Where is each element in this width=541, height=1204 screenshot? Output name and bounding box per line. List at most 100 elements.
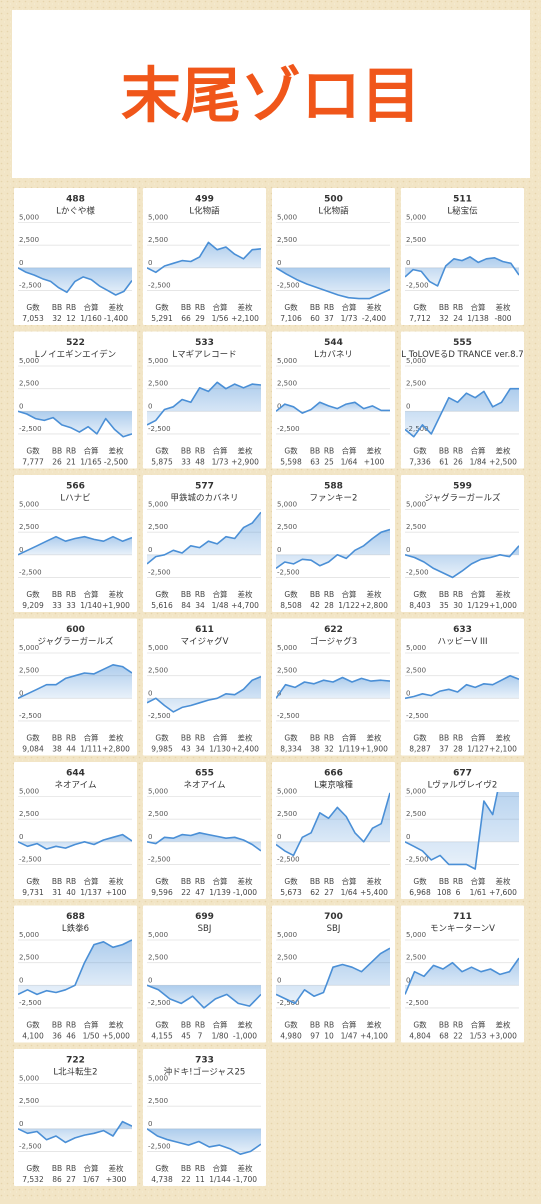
stat-value: 4,738	[151, 1175, 173, 1184]
machine-number: 722	[66, 1056, 85, 1066]
stat-value: 34	[195, 601, 205, 610]
y-tick-label: 2,500	[406, 810, 426, 818]
stat-label: RB	[453, 734, 463, 743]
stat-label: BB	[439, 1021, 449, 1030]
stat-value: 22	[453, 1032, 463, 1041]
stat-value: +4,700	[231, 601, 259, 610]
machine-card: 544 Lカバネリ 5,000 2,500 0 -2,500 G数 BB RB 合算 差枚 5,598…	[272, 331, 395, 469]
machine-number: 588	[324, 482, 343, 492]
stat-value: 9,596	[151, 888, 173, 897]
stat-label: RB	[324, 447, 334, 456]
line	[18, 535, 132, 556]
machine-name: SBJ	[327, 924, 341, 934]
stat-value: 7	[198, 1032, 203, 1041]
machine-number: 522	[66, 338, 85, 348]
stat-label: 差枚	[238, 1163, 253, 1173]
stat-value: 1/73	[212, 458, 229, 467]
stat-value: 42	[310, 601, 320, 610]
stat-label: RB	[66, 447, 76, 456]
stat-label: RB	[324, 590, 334, 599]
stat-label: 合算	[471, 589, 486, 599]
stat-label: 合算	[471, 302, 486, 312]
stat-label: 差枚	[238, 302, 253, 312]
stat-label: 差枚	[238, 876, 253, 886]
stat-label: 合算	[213, 733, 228, 743]
stat-label: BB	[439, 877, 449, 886]
stat-label: RB	[453, 877, 463, 886]
stat-label: 合算	[342, 302, 357, 312]
stat-label: BB	[181, 1164, 191, 1173]
y-tick-label: 5,000	[148, 214, 168, 222]
stat-value: 5,875	[151, 458, 173, 467]
machine-number: 711	[453, 912, 472, 922]
y-tick-label: 0	[406, 833, 410, 841]
y-tick-label: -2,500	[277, 568, 300, 576]
stat-label: RB	[195, 303, 205, 312]
y-tick-label: 0	[406, 689, 410, 697]
stat-value: 46	[66, 1032, 76, 1041]
area	[18, 834, 132, 849]
stat-label: G数	[26, 733, 40, 743]
y-tick-label: 2,500	[277, 667, 297, 675]
stat-label: G数	[26, 876, 40, 886]
machine-number: 566	[66, 482, 85, 492]
stat-label: RB	[66, 590, 76, 599]
machine-name: ゴージャグ3	[310, 636, 357, 647]
stat-value: 1/67	[83, 1175, 100, 1184]
stat-value: 45	[181, 1032, 191, 1041]
stat-label: BB	[310, 447, 320, 456]
y-tick-label: 5,000	[406, 931, 426, 939]
y-tick-label: 2,500	[277, 236, 297, 244]
stat-label: BB	[439, 734, 449, 743]
y-tick-label: 0	[277, 976, 281, 984]
stat-value: 5,616	[151, 601, 173, 610]
stat-value: 63	[310, 458, 320, 467]
stat-value: 1/48	[212, 601, 229, 610]
y-tick-label: -2,500	[277, 281, 300, 289]
stat-label: 差枚	[496, 733, 511, 743]
stat-value: 6,968	[409, 888, 431, 897]
stat-label: 差枚	[238, 446, 253, 456]
y-tick-label: -2,500	[406, 999, 429, 1007]
stat-label: BB	[181, 590, 191, 599]
stat-value: 5,291	[151, 314, 173, 323]
line	[405, 256, 519, 287]
stat-label: 合算	[213, 589, 228, 599]
stat-label: G数	[155, 876, 169, 886]
line	[147, 832, 261, 852]
stat-label: G数	[155, 1163, 169, 1173]
stat-label: 合算	[471, 733, 486, 743]
y-tick-label: 5,000	[277, 501, 297, 509]
stat-label: BB	[439, 447, 449, 456]
y-tick-label: 5,000	[277, 644, 297, 652]
area	[405, 388, 519, 437]
y-tick-label: 2,500	[148, 523, 168, 531]
stat-label: 差枚	[238, 733, 253, 743]
line	[405, 957, 519, 995]
stat-value: 27	[324, 888, 334, 897]
line	[405, 792, 499, 870]
y-tick-label: 2,500	[19, 236, 39, 244]
machine-number: 666	[324, 769, 343, 779]
stat-value: 1/80	[212, 1032, 229, 1041]
stat-label: 合算	[84, 589, 99, 599]
machine-card: 588 ファンキー2 5,000 2,500 0 -2,500 G数 BB RB 合算 差枚 8,50…	[272, 475, 395, 612]
stat-value: 1/50	[83, 1032, 100, 1041]
y-tick-label: 5,000	[19, 214, 39, 222]
y-tick-label: 2,500	[406, 380, 426, 388]
stat-value: 1/53	[470, 1032, 487, 1041]
line	[18, 664, 132, 700]
stat-label: G数	[284, 1020, 298, 1030]
stat-value: 9,209	[22, 601, 44, 610]
stat-label: G数	[413, 446, 427, 456]
line	[18, 1120, 132, 1144]
area	[147, 676, 261, 712]
stat-label: G数	[26, 1020, 40, 1030]
machine-number: 499	[195, 195, 214, 205]
machine-name: Lヴァルヴレイヴ2	[428, 780, 498, 791]
machine-name: L東京喰種	[314, 780, 353, 791]
machine-name: SBJ	[198, 924, 212, 934]
stat-label: G数	[284, 589, 298, 599]
stat-value: +2,800	[360, 601, 388, 610]
